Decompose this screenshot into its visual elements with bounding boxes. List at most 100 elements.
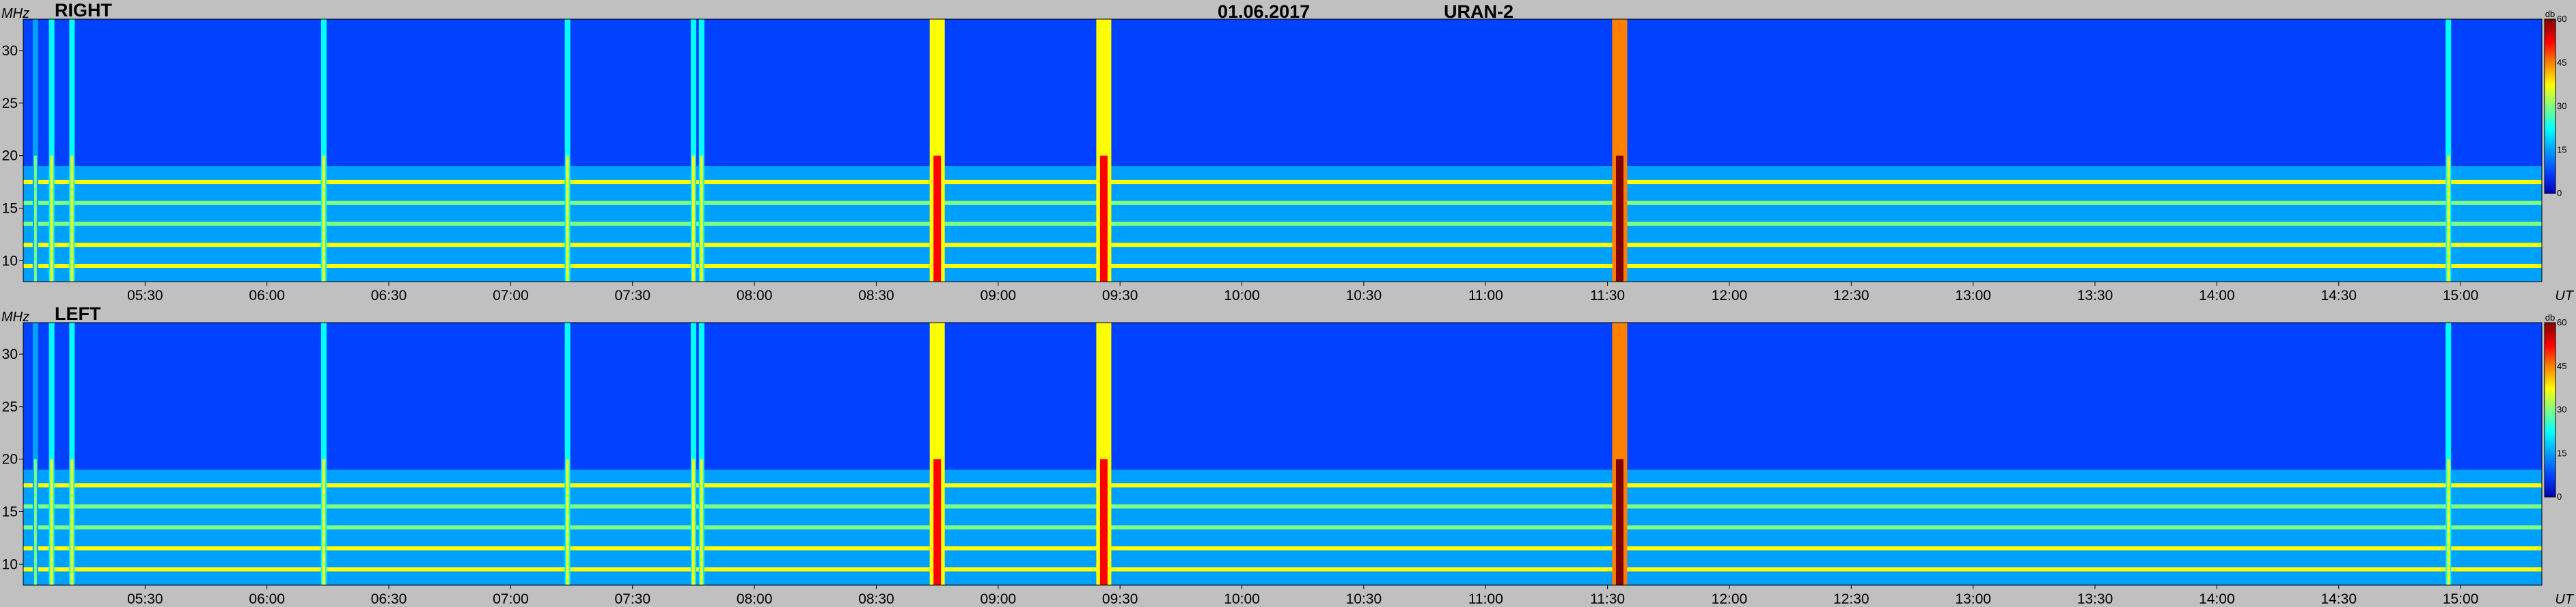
y-tick-label: 25 xyxy=(2,399,18,415)
vertical-burst xyxy=(33,155,37,282)
colorbar-tick-label: 30 xyxy=(2557,405,2566,415)
x-tick-label: 10:30 xyxy=(1346,591,1382,607)
x-tick-label: 07:00 xyxy=(493,591,529,607)
colorbar xyxy=(2544,322,2556,498)
y-unit-label: MHz xyxy=(1,6,29,21)
burst-halo xyxy=(698,19,704,282)
vertical-burst xyxy=(566,155,569,282)
panel-name: LEFT xyxy=(55,304,101,324)
colorbar-tick-label: 0 xyxy=(2557,188,2562,198)
y-tick-label: 25 xyxy=(2,96,18,111)
vertical-burst xyxy=(70,155,74,282)
background-high-freq xyxy=(23,323,2542,470)
panel-right: RIGHT MHz 10 15 20 25 30 05:30 06:00 06:30 07:00 07… xyxy=(1,0,2575,304)
colorbar xyxy=(2544,18,2556,194)
vertical-burst xyxy=(50,155,53,282)
plot-frame xyxy=(23,18,2543,282)
horizontal-band xyxy=(23,221,2542,226)
burst-halo xyxy=(49,323,55,585)
horizontal-band xyxy=(23,525,2542,530)
y-tick-label: 10 xyxy=(2,253,18,269)
y-tick-label: 15 xyxy=(2,200,18,216)
vertical-burst xyxy=(1615,459,1623,585)
x-tick-label: 14:00 xyxy=(2199,591,2235,607)
burst-halo xyxy=(564,323,571,585)
horizontal-band xyxy=(23,504,2542,509)
colorbar-unit-label: db xyxy=(2545,312,2555,323)
plot-frame xyxy=(23,322,2543,586)
x-tick-label: 08:00 xyxy=(737,288,773,304)
vertical-burst xyxy=(933,459,942,585)
x-tick-label: 13:00 xyxy=(1955,591,1991,607)
x-tick-label: 12:30 xyxy=(1833,591,1869,607)
x-tick-label: 07:30 xyxy=(614,591,650,607)
colorbar-tick-label: 45 xyxy=(2557,57,2566,68)
vertical-burst xyxy=(1615,155,1623,282)
x-tick-label: 10:30 xyxy=(1346,288,1382,304)
colorbar-tick-label: 0 xyxy=(2557,491,2562,502)
x-tick-label: 08:30 xyxy=(858,591,894,607)
x-tick-label: 09:00 xyxy=(981,591,1017,607)
x-tick-label: 07:00 xyxy=(493,288,529,304)
background-low-freq xyxy=(23,229,2542,282)
horizontal-band xyxy=(23,483,2542,488)
instrument-label: URAN-2 xyxy=(1444,1,1513,22)
panel-left: LEFT MHz 10 15 20 25 30 05:30 06:00 06:30 07:00 07:… xyxy=(1,304,2575,607)
y-tick-label: 10 xyxy=(2,556,18,572)
burst-halo xyxy=(690,19,696,282)
y-unit-label: MHz xyxy=(1,310,29,325)
vertical-burst xyxy=(33,459,37,585)
colorbar-tick-label: 60 xyxy=(2557,317,2566,327)
x-tick-label: 09:30 xyxy=(1102,591,1138,607)
background-high-freq xyxy=(23,19,2542,167)
burst-halo xyxy=(49,19,55,282)
burst-halo xyxy=(320,323,327,585)
burst-halo xyxy=(69,19,75,282)
colorbar-tick-label: 60 xyxy=(2557,14,2566,24)
burst-halo xyxy=(320,19,327,282)
y-tick-label: 20 xyxy=(2,148,18,164)
burst-halo xyxy=(2445,19,2452,282)
x-tick-label: 06:00 xyxy=(249,591,285,607)
x-tick-label: 10:00 xyxy=(1224,591,1260,607)
vertical-burst xyxy=(2447,459,2450,585)
x-tick-label: 06:30 xyxy=(371,591,407,607)
x-tick-label: 14:30 xyxy=(2320,288,2357,304)
horizontal-band xyxy=(23,200,2542,205)
vertical-burst xyxy=(1099,459,1108,585)
vertical-burst xyxy=(700,155,703,282)
x-tick-label: 06:30 xyxy=(371,288,407,304)
x-tick-label: 11:30 xyxy=(1590,288,1625,304)
x-tick-label: 05:30 xyxy=(127,288,163,304)
x-unit-label: UT xyxy=(2555,288,2574,304)
colorbar-tick-label: 45 xyxy=(2557,361,2566,371)
x-tick-label: 10:00 xyxy=(1224,288,1260,304)
colorbar-unit-label: db xyxy=(2545,9,2555,19)
x-tick-label: 13:00 xyxy=(1955,288,1991,304)
x-tick-label: 09:00 xyxy=(981,288,1017,304)
x-tick-label: 12:00 xyxy=(1712,288,1748,304)
x-unit-label: UT xyxy=(2555,592,2574,607)
x-tick-label: 08:00 xyxy=(737,591,773,607)
vertical-burst xyxy=(933,155,942,282)
vertical-burst xyxy=(691,459,695,585)
x-tick-label: 11:00 xyxy=(1468,591,1503,607)
burst-halo xyxy=(690,323,696,585)
y-tick-label: 30 xyxy=(2,347,18,362)
x-tick-label: 15:00 xyxy=(2443,591,2479,607)
vertical-burst xyxy=(566,459,569,585)
y-tick-label: 30 xyxy=(2,43,18,59)
panel-name: RIGHT xyxy=(55,0,113,21)
vertical-burst xyxy=(700,459,703,585)
x-tick-label: 06:00 xyxy=(249,288,285,304)
x-tick-label: 14:00 xyxy=(2199,288,2235,304)
vertical-burst xyxy=(322,155,325,282)
horizontal-band xyxy=(23,180,2542,185)
burst-halo xyxy=(698,323,704,585)
x-tick-label: 09:30 xyxy=(1102,288,1138,304)
y-tick-label: 15 xyxy=(2,504,18,520)
x-tick-label: 08:30 xyxy=(858,288,894,304)
burst-halo xyxy=(564,19,571,282)
x-tick-label: 15:00 xyxy=(2443,288,2479,304)
